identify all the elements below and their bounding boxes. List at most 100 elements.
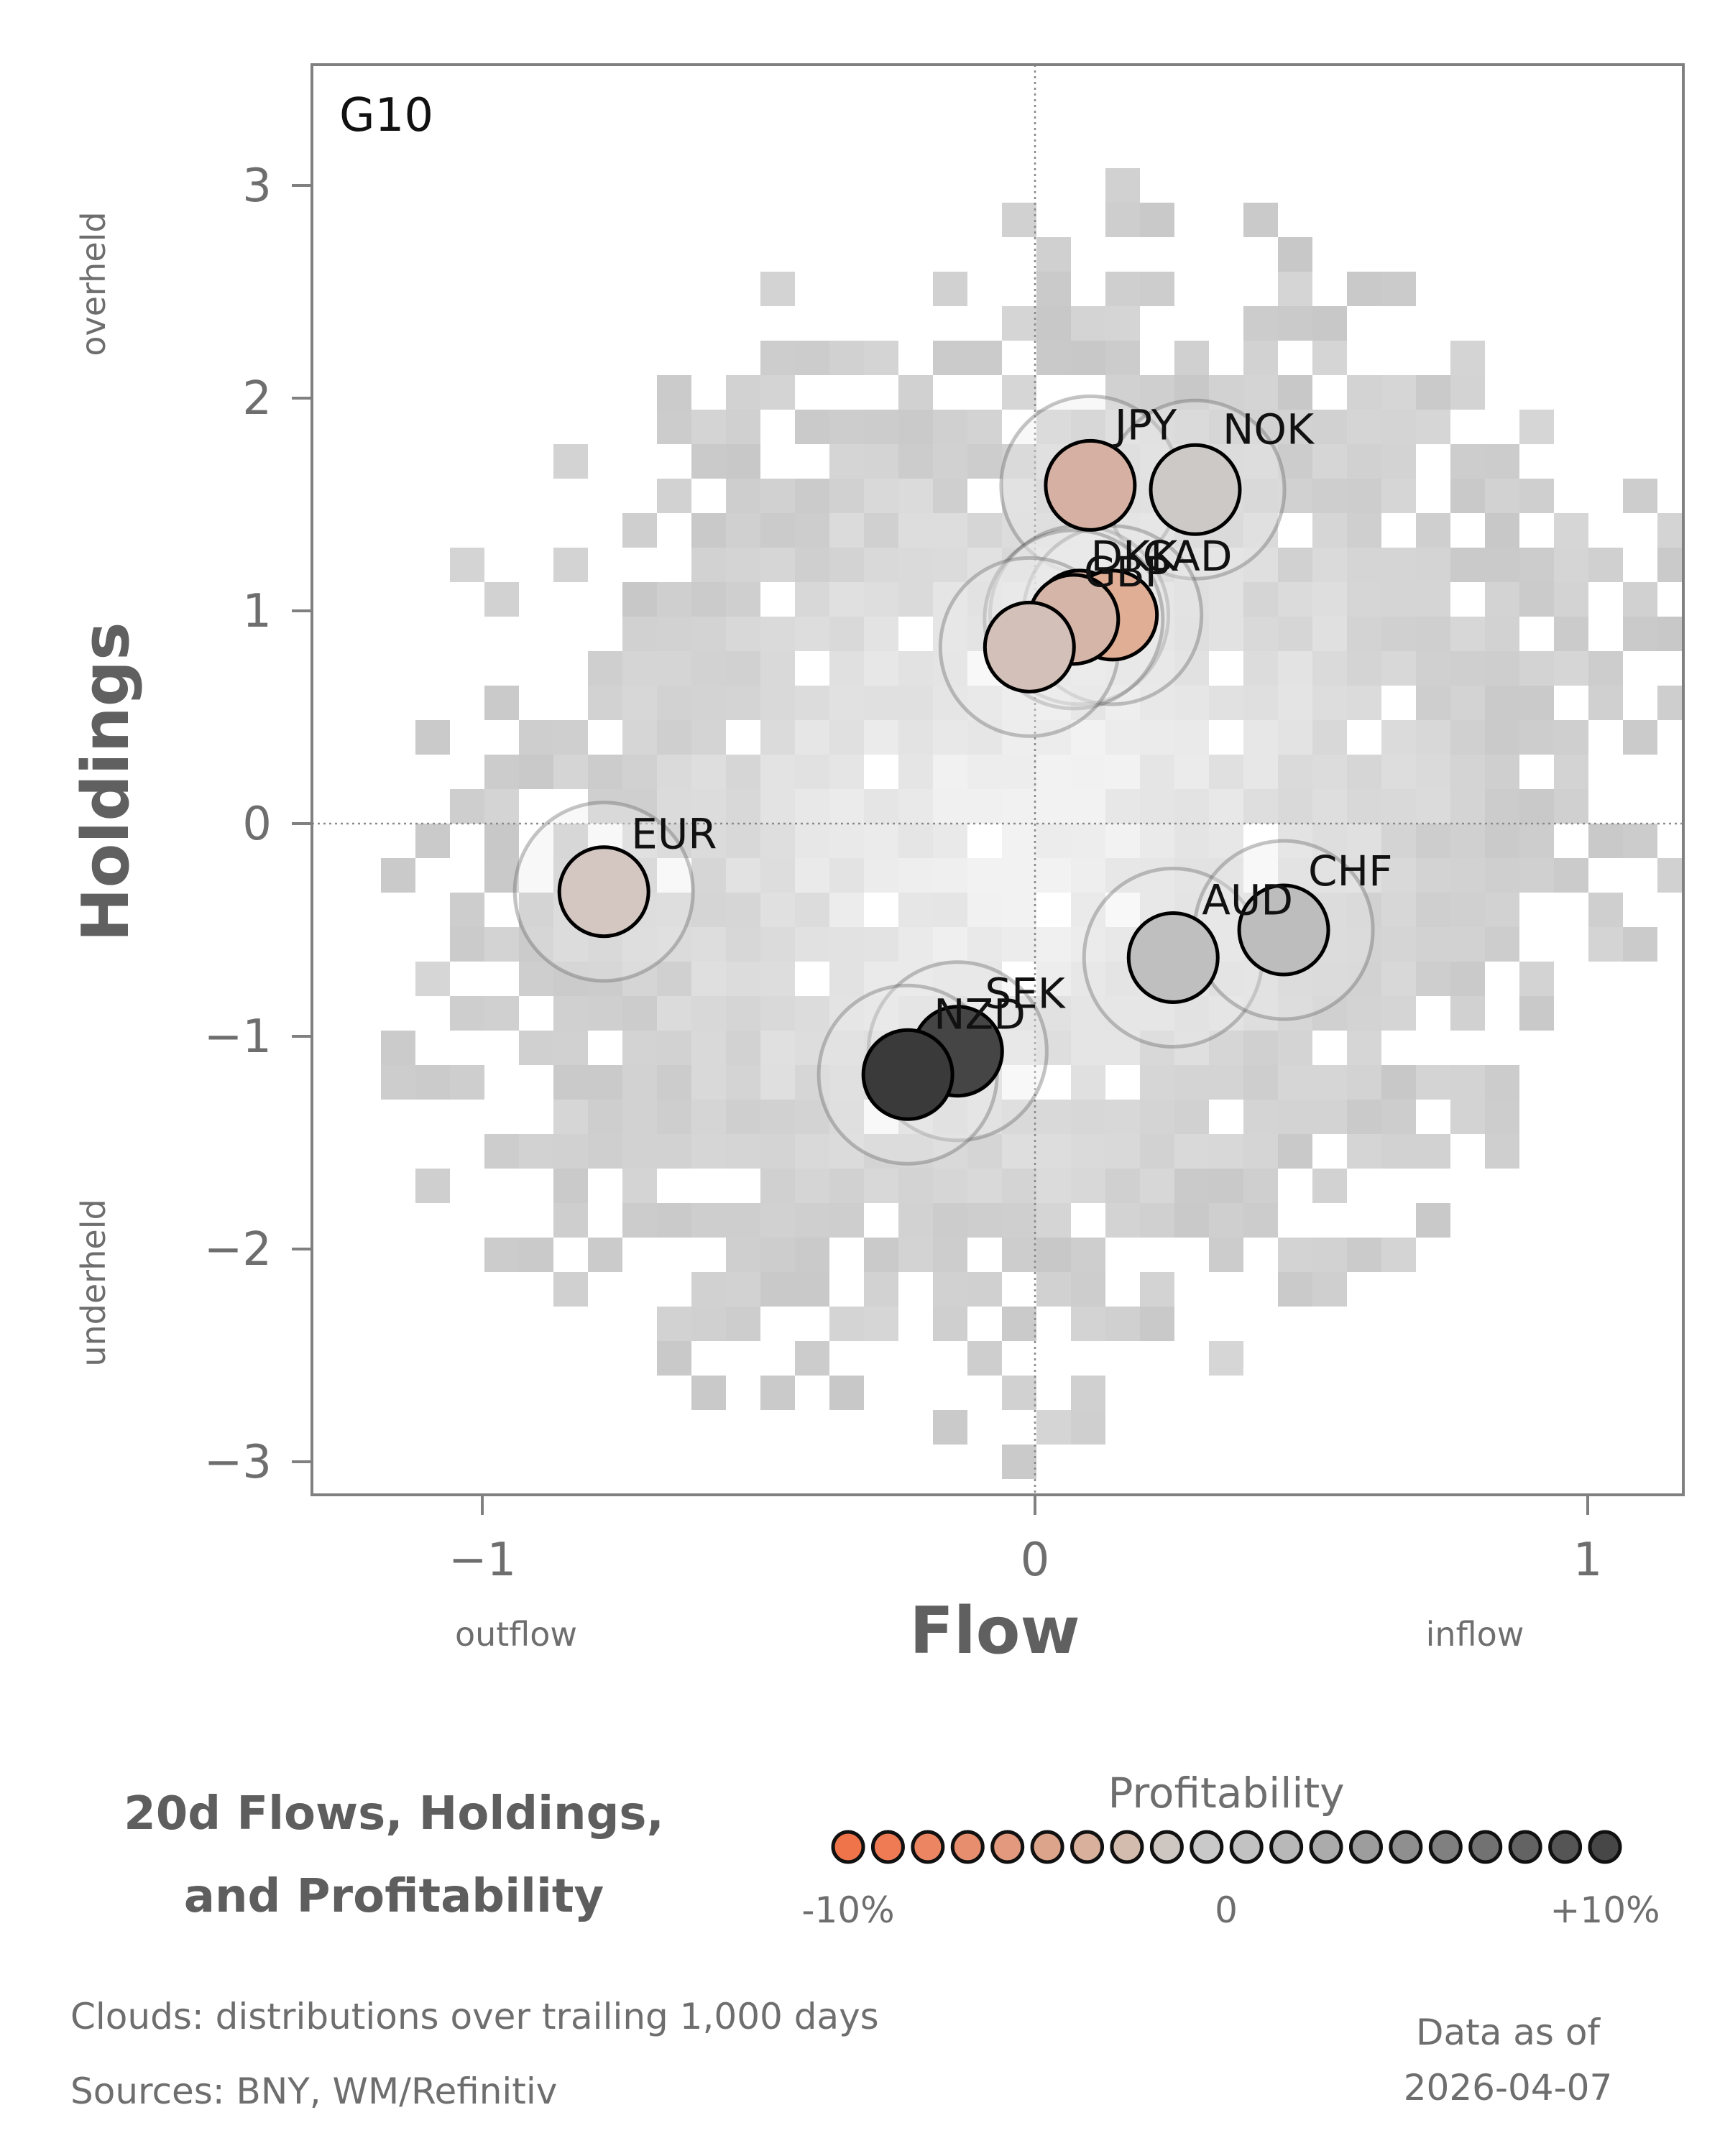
cloud-cell [1243,1203,1278,1238]
cloud-cell [933,858,967,893]
clouds-note: Clouds: distributions over trailing 1,00… [70,1996,879,2037]
cloud-cell [933,720,967,755]
panel-label: G10 [339,89,433,142]
cloud-cell [1381,272,1416,306]
cloud-cell [1278,1065,1312,1100]
cloud-cell [795,582,829,617]
data-point [1237,883,1330,977]
cloud-cell [1623,720,1657,755]
cloud-cell [484,996,519,1031]
cloud-cell [967,755,1002,789]
cloud-cell [1105,789,1140,824]
cloud-cell [1002,1203,1036,1238]
legend-swatch [1070,1830,1105,1864]
cloud-cell [933,927,967,962]
cloud-cell [1036,306,1071,341]
cloud-cell [1140,272,1174,306]
cloud-cell [933,824,967,858]
cloud-cell [1519,410,1554,444]
cloud-cell [519,962,553,996]
cloud-cell [1485,927,1519,962]
cloud-cell [1209,996,1243,1031]
cloud-cell [760,341,795,375]
cloud-cell [1347,1238,1381,1272]
cloud-cell [1243,513,1278,548]
cloud-cell [415,824,450,858]
cloud-cell [484,858,519,893]
cloud-cell [898,962,933,996]
cloud-cell [829,858,864,893]
y-tick-label: −1 [204,1010,272,1064]
cloud-cell [484,755,519,789]
cloud-cell [657,1065,691,1100]
cloud-cell [1105,686,1140,720]
x-tick-label: −1 [448,1534,516,1587]
cloud-cell [898,410,933,444]
cloud-cell [1002,893,1036,927]
cloud-cell [1347,1031,1381,1065]
cloud-cell [726,1307,760,1341]
cloud-cell [1174,686,1209,720]
cloud-cell [1347,1065,1381,1100]
cloud-cell [1312,1100,1347,1134]
cloud-cell [1381,651,1416,686]
cloud-cell [1588,893,1623,927]
cloud-cell [1312,1169,1347,1203]
cloud-cell [1278,444,1312,479]
cloud-cell [760,1134,795,1169]
cloud-cell [1485,513,1519,548]
cloud-cell [898,755,933,789]
cloud-cell [1002,306,1036,341]
cloud-cell [1036,1203,1071,1238]
cloud-cell [1243,444,1278,479]
cloud-cell [726,996,760,1031]
cloud-cell [1519,962,1554,996]
legend-swatch [1389,1830,1423,1864]
cloud-cell [760,1376,795,1410]
legend-swatch [950,1830,985,1864]
cloud-cell [1105,203,1140,237]
cloud-cell [1312,996,1347,1031]
chart-title-line1: 20d Flows, Holdings, [124,1787,664,1841]
cloud-cell [1243,996,1278,1031]
cloud-cell [1278,686,1312,720]
cloud-cell [657,375,691,410]
cloud-cell [967,1341,1002,1376]
cloud-cell [1485,755,1519,789]
cloud-cell [967,582,1002,617]
cloud-cell [1381,548,1416,582]
cloud-cell [1174,548,1209,582]
cloud-cell [622,755,657,789]
cloud-cell [1036,824,1071,858]
cloud-cell [657,651,691,686]
cloud-cell [1140,651,1174,686]
cloud-cell [795,686,829,720]
point-label: NOK [1223,405,1315,453]
cloud-cell [795,858,829,893]
cloud-cell [1174,617,1209,651]
cloud-cell [1278,824,1312,858]
cloud-cell [933,513,967,548]
y-tick-label: 3 [242,160,272,213]
cloud-cell [760,720,795,755]
cloud-cell [1174,720,1209,755]
cloud-cell [795,789,829,824]
cloud-cell [450,927,484,962]
data-as-of-date: 2026-04-07 [1404,2067,1613,2109]
cloud-cell [1002,755,1036,789]
cloud-cell [1554,651,1588,686]
cloud-cell [726,479,760,513]
cloud-cell [691,513,726,548]
cloud-cell [864,962,898,996]
cloud-cell [622,1100,657,1134]
cloud-cell [1312,341,1347,375]
cloud-cell [1416,893,1450,927]
cloud-cell [691,617,726,651]
cloud-cell [1140,203,1174,237]
x-left-note: outflow [455,1615,577,1654]
cloud-cell [657,686,691,720]
cloud-cell [415,1065,450,1100]
cloud-cell [1243,1134,1278,1169]
cloud-cell [519,927,553,962]
cloud-cell [1347,962,1381,996]
